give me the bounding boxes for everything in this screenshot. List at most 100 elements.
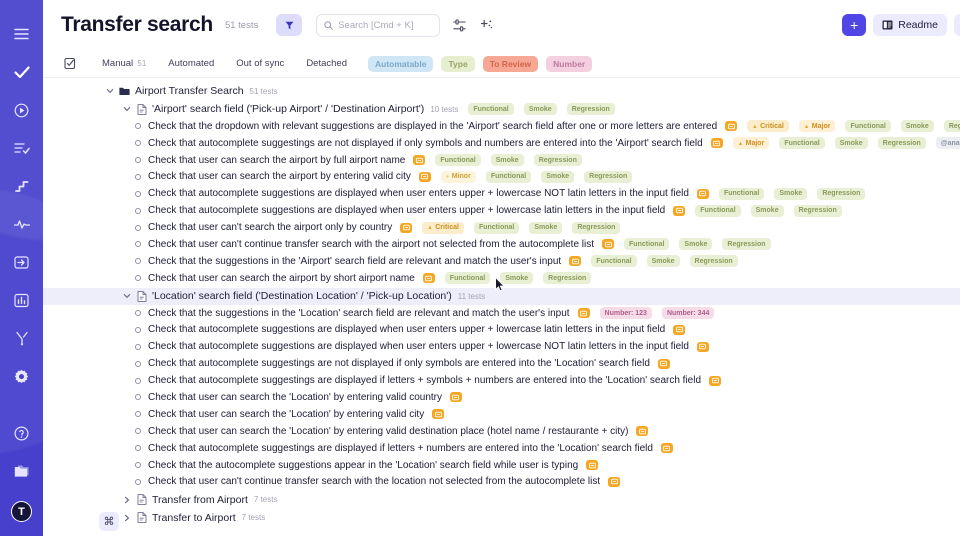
chevron-right-icon[interactable] — [122, 495, 131, 504]
test-case-row[interactable]: Check that user can search the 'Location… — [43, 406, 960, 423]
filter-icon[interactable] — [276, 14, 303, 36]
tag-functional[interactable]: Functional — [473, 221, 520, 234]
test-case-row[interactable]: Check that user can search the 'Location… — [43, 423, 960, 440]
projects-folder-icon[interactable] — [8, 457, 36, 485]
chevron-right-icon[interactable] — [122, 513, 131, 522]
filter-chip-automatable[interactable]: Automatable — [367, 55, 434, 72]
tag-functional[interactable]: Functional — [695, 204, 741, 217]
tree-group-row[interactable]: 'Airport' search field ('Pick-up Airport… — [43, 101, 960, 118]
test-case-row[interactable]: Check that autocomplete suggestings are … — [43, 355, 960, 372]
chevron-down-icon[interactable] — [122, 292, 131, 301]
more-options-button[interactable]: ··· — [953, 14, 960, 36]
avatar[interactable]: T — [11, 501, 32, 522]
tag-minor[interactable]: Minor — [440, 170, 476, 183]
tree-group-row[interactable]: Transfer from Airport 7 tests — [43, 491, 960, 508]
tag-regression[interactable]: Regression — [533, 154, 582, 166]
tag-major[interactable]: Major — [798, 120, 836, 133]
manual-type-icon[interactable] — [432, 409, 445, 420]
reports-icon[interactable] — [8, 286, 36, 314]
tag-analytics[interactable]: @analytics — [935, 137, 960, 150]
sliders-icon[interactable] — [450, 16, 468, 34]
tag-regression[interactable]: Regression — [943, 120, 960, 133]
tag-number-123[interactable]: Number: 123 — [599, 307, 652, 320]
test-case-row[interactable]: Check that user can't search the airport… — [43, 219, 960, 236]
test-case-row[interactable]: Check that user can't continue transfer … — [43, 473, 960, 490]
tag-smoke[interactable]: Smoke — [900, 120, 934, 133]
menu-icon[interactable] — [8, 20, 36, 48]
add-sparkle-icon[interactable] — [478, 16, 496, 34]
tag-critical[interactable]: Critical — [422, 221, 464, 234]
check-icon[interactable] — [8, 58, 36, 86]
manual-type-icon[interactable] — [725, 121, 738, 132]
manual-type-icon[interactable] — [696, 188, 709, 199]
tag-regression[interactable]: Regression — [722, 238, 771, 251]
test-case-row[interactable]: Check that the dropdown with relevant su… — [43, 118, 960, 135]
manual-type-icon[interactable] — [586, 460, 599, 471]
tag-functional[interactable]: Functional — [718, 187, 765, 200]
tag-smoke[interactable]: Smoke — [541, 170, 575, 183]
command-palette-button[interactable]: ⌘ — [99, 512, 119, 531]
test-case-row[interactable]: Check that autocomplete suggestions are … — [43, 202, 960, 219]
chevron-down-icon[interactable] — [105, 87, 114, 96]
activity-icon[interactable] — [8, 210, 36, 238]
tag-critical[interactable]: Critical — [747, 120, 789, 133]
filter-chip-number[interactable]: Number — [546, 55, 593, 72]
manual-type-icon[interactable] — [673, 205, 686, 216]
tag-number-344[interactable]: Number: 344 — [661, 307, 715, 320]
tag-regression[interactable]: Regression — [566, 103, 615, 116]
manual-type-icon[interactable] — [696, 341, 709, 352]
tag-functional[interactable]: Functional — [845, 120, 891, 133]
readme-button[interactable]: Readme — [873, 14, 947, 36]
settings-gear-icon[interactable] — [8, 362, 36, 390]
tag-major[interactable]: Major — [732, 137, 770, 150]
test-case-row[interactable]: Check that user can search the 'Location… — [43, 389, 960, 406]
test-case-row[interactable]: Check that autocomplete suggestions are … — [43, 185, 960, 202]
tag-smoke[interactable]: Smoke — [774, 187, 808, 200]
tag-regression[interactable]: Regression — [877, 137, 926, 150]
test-case-row[interactable]: Check that the suggestions in the 'Locat… — [43, 305, 960, 322]
tag-functional[interactable]: Functional — [444, 272, 491, 285]
tag-functional[interactable]: Functional — [435, 154, 481, 166]
import-icon[interactable] — [8, 248, 36, 276]
tag-regression[interactable]: Regression — [793, 204, 842, 217]
chevron-down-icon[interactable] — [122, 105, 131, 114]
manual-type-icon[interactable] — [657, 358, 670, 369]
tree-root-row[interactable]: Airport Transfer Search 51 tests — [43, 83, 960, 100]
test-case-row[interactable]: Check that autocomplete suggestings are … — [43, 135, 960, 152]
filter-chip-manual[interactable]: Manual 51 — [91, 55, 157, 72]
manual-type-icon[interactable] — [422, 273, 435, 284]
filter-chip-out-of-sync[interactable]: Out of sync — [225, 55, 295, 72]
test-case-row[interactable]: Check that autocomplete suggestions are … — [43, 321, 960, 338]
manual-type-icon[interactable] — [602, 239, 615, 250]
manual-type-icon[interactable] — [577, 308, 590, 319]
filter-chip-automated[interactable]: Automated — [157, 55, 225, 72]
manual-type-icon[interactable] — [569, 256, 582, 267]
manual-type-icon[interactable] — [710, 138, 723, 149]
tag-regression[interactable]: Regression — [584, 170, 633, 183]
filter-chip-to-review[interactable]: To Review — [482, 55, 539, 72]
filter-chip-detached[interactable]: Detached — [295, 55, 358, 72]
test-tree[interactable]: Airport Transfer Search 51 tests 'Airpor… — [43, 78, 960, 536]
tag-functional[interactable]: Functional — [485, 170, 532, 183]
manual-type-icon[interactable] — [709, 375, 722, 386]
tag-smoke[interactable]: Smoke — [529, 221, 563, 234]
test-plan-icon[interactable] — [8, 134, 36, 162]
test-case-row[interactable]: Check that autocomplete suggestings are … — [43, 440, 960, 457]
help-icon[interactable] — [8, 419, 36, 447]
tag-regression[interactable]: Regression — [543, 272, 592, 285]
tree-group-row[interactable]: Transfer to Airport 7 tests — [43, 509, 960, 526]
manual-type-icon[interactable] — [660, 443, 673, 454]
steps-icon[interactable] — [8, 172, 36, 200]
tag-functional[interactable]: Functional — [624, 238, 670, 251]
tag-functional[interactable]: Functional — [468, 103, 514, 116]
tag-functional[interactable]: Functional — [779, 137, 825, 150]
tag-smoke[interactable]: Smoke — [834, 137, 868, 150]
tag-regression[interactable]: Regression — [689, 255, 738, 268]
manual-type-icon[interactable] — [636, 426, 649, 437]
tree-group-row[interactable]: 'Location' search field ('Destination Lo… — [43, 287, 960, 305]
manual-type-icon[interactable] — [608, 476, 621, 487]
tag-smoke[interactable]: Smoke — [750, 204, 784, 217]
tag-smoke[interactable]: Smoke — [523, 103, 557, 116]
manual-type-icon[interactable] — [449, 392, 462, 403]
tag-smoke[interactable]: Smoke — [646, 255, 680, 268]
